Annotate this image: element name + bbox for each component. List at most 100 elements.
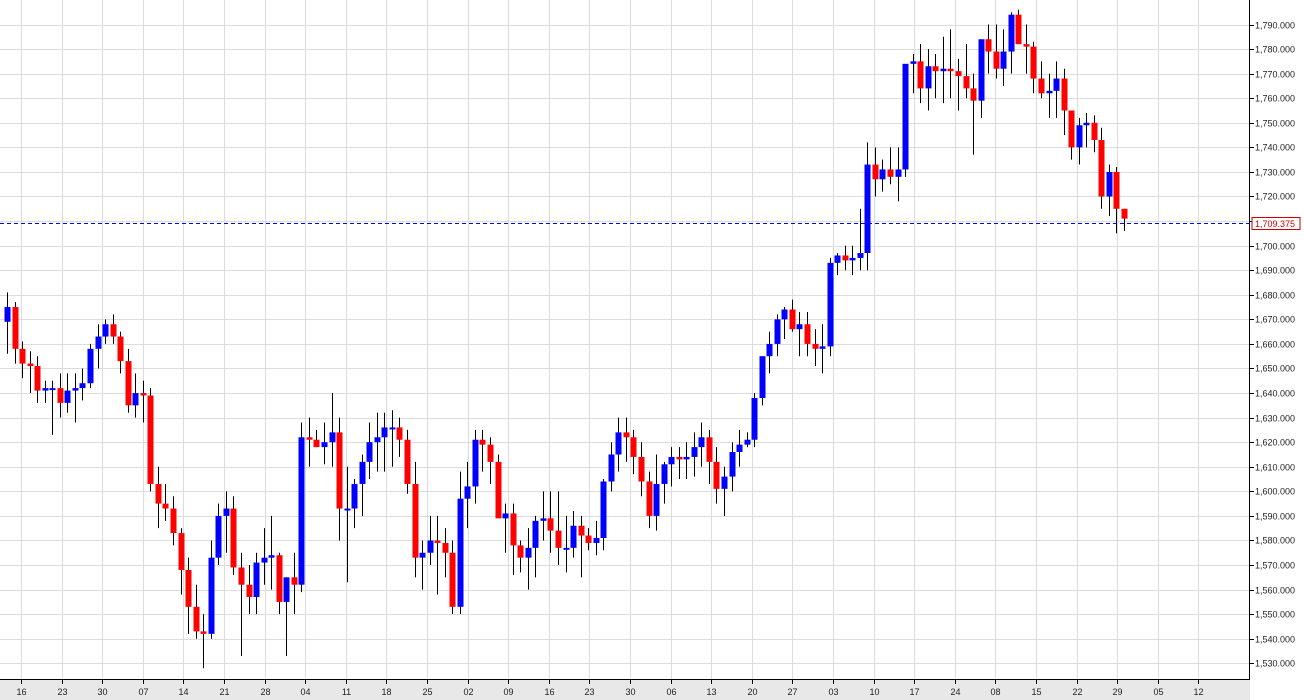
candle-up: [721, 476, 728, 489]
candle-up: [849, 257, 856, 261]
y-tick-label: 1,580.000: [1255, 536, 1295, 546]
y-tick-label: 1,650.000: [1255, 364, 1295, 374]
candle-up: [366, 442, 373, 462]
candle-down: [1038, 78, 1045, 94]
candle-up: [132, 393, 139, 406]
candle-up: [208, 557, 215, 634]
y-tick-label: 1,750.000: [1255, 119, 1295, 129]
x-axis: 16 23 30 07 14 21 28 04 11 18 25 02 09 16 23 30 06 13 20 27…: [16, 680, 1204, 697]
candle-down: [646, 481, 653, 516]
candle-down: [110, 324, 117, 337]
candle-up: [683, 456, 690, 460]
candle-up: [781, 309, 788, 320]
y-tick-label: 1,620.000: [1255, 438, 1295, 448]
candle-down: [1030, 46, 1037, 79]
candle-down: [193, 606, 200, 632]
x-tick-label: 25: [422, 687, 432, 697]
candle-up: [1106, 171, 1113, 197]
candle-up: [668, 456, 675, 465]
candle-up: [381, 427, 388, 438]
candle-down: [404, 439, 411, 484]
candle-down: [479, 439, 486, 445]
candle-up: [593, 538, 600, 543]
candle-down: [178, 533, 185, 570]
candle-up: [321, 442, 328, 448]
candle-up: [298, 437, 305, 585]
candle-up: [879, 169, 886, 180]
candle-down: [585, 535, 592, 543]
y-tick-label: 1,560.000: [1255, 586, 1295, 596]
x-tick-label: 14: [178, 687, 188, 697]
candle-down: [887, 169, 894, 177]
x-tick-label: 30: [97, 687, 107, 697]
candle-down: [162, 503, 169, 509]
candle-up: [1008, 14, 1015, 52]
candle-down: [842, 255, 849, 261]
x-tick-label: 11: [342, 687, 351, 697]
y-tick-label: 1,700.000: [1255, 242, 1295, 252]
y-tick-label: 1,690.000: [1255, 266, 1295, 276]
x-tick-label: 05: [1153, 687, 1163, 697]
candle-up: [215, 515, 222, 558]
y-tick-label: 1,660.000: [1255, 340, 1295, 350]
candle-up: [940, 68, 947, 72]
x-tick-label: 03: [828, 687, 838, 697]
x-tick-label: 04: [300, 687, 310, 697]
candle-down: [517, 545, 524, 558]
candle-up: [389, 427, 396, 430]
y-tick-label: 1,570.000: [1255, 561, 1295, 571]
candle-down: [185, 569, 192, 607]
last-price-label: 1,709.375: [1255, 219, 1295, 229]
candle-down: [804, 324, 811, 344]
candle-down: [872, 164, 879, 180]
y-tick-label: 1,790.000: [1255, 21, 1295, 31]
candle-up: [691, 447, 698, 457]
candle-up: [253, 562, 260, 597]
candle-up: [759, 356, 766, 398]
candle-down: [246, 584, 253, 597]
candle-down: [412, 483, 419, 558]
candle-down: [27, 363, 34, 367]
x-tick-label: 12: [1193, 687, 1203, 697]
x-tick-label: 17: [909, 687, 919, 697]
candle-up: [895, 169, 902, 177]
candle-down: [555, 530, 562, 548]
candle-up: [570, 525, 577, 548]
candle-up: [653, 483, 660, 516]
grid-lines: [0, 0, 1250, 680]
candle-up: [774, 319, 781, 344]
x-tick-label: 08: [990, 687, 1000, 697]
candle-up: [87, 348, 94, 384]
candle-up: [796, 324, 803, 330]
candle-down: [993, 51, 1000, 69]
candle-up: [4, 307, 11, 322]
y-tick-label: 1,760.000: [1255, 94, 1295, 104]
candle-up: [359, 461, 366, 484]
candle-up: [827, 262, 834, 347]
x-tick-label: 22: [1072, 687, 1082, 697]
candle-up: [223, 508, 230, 516]
candle-up: [261, 557, 268, 563]
candle-up: [525, 547, 532, 558]
candle-up: [910, 61, 917, 64]
y-tick-label: 1,550.000: [1255, 610, 1295, 620]
candle-down: [547, 518, 554, 531]
candle-down: [396, 427, 403, 440]
candle-down: [19, 348, 26, 364]
candle-up: [42, 388, 49, 391]
candle-up: [698, 437, 705, 448]
candle-down: [963, 76, 970, 89]
y-tick-label: 1,680.000: [1255, 291, 1295, 301]
candle-up: [540, 518, 547, 521]
x-tick-label: 27: [787, 687, 797, 697]
y-tick-label: 1,630.000: [1255, 414, 1295, 424]
candle-up: [79, 383, 86, 389]
last-price-box: [1251, 217, 1301, 230]
candle-up: [751, 397, 758, 440]
candle-up: [608, 454, 615, 482]
x-tick-label: 07: [138, 687, 148, 697]
y-tick-label: 1,530.000: [1255, 659, 1295, 669]
y-tick-label: 1,720.000: [1255, 192, 1295, 202]
candle-down: [12, 307, 19, 349]
